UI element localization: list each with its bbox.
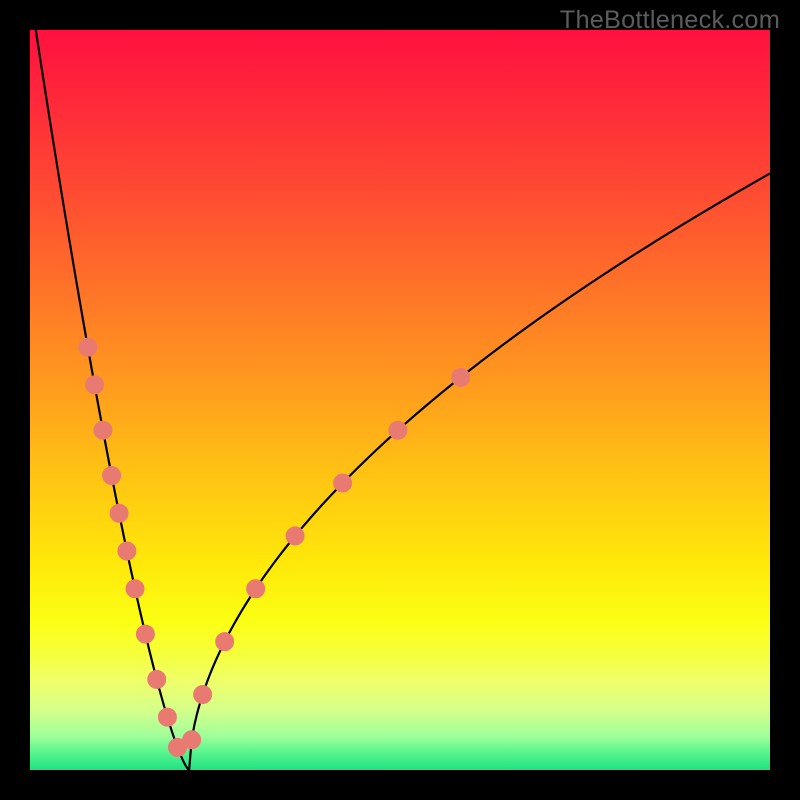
chart-frame: TheBottleneck.com bbox=[0, 0, 800, 800]
data-marker bbox=[389, 421, 407, 439]
data-marker bbox=[110, 504, 128, 522]
data-marker bbox=[194, 685, 212, 703]
data-marker bbox=[148, 670, 166, 688]
data-marker bbox=[286, 527, 304, 545]
data-marker bbox=[79, 338, 97, 356]
data-marker bbox=[334, 474, 352, 492]
data-marker bbox=[183, 731, 201, 749]
data-marker bbox=[136, 625, 154, 643]
data-marker bbox=[216, 633, 234, 651]
data-marker bbox=[94, 421, 112, 439]
data-marker bbox=[452, 368, 470, 386]
gradient-background bbox=[30, 30, 770, 770]
bottleneck-curve-chart bbox=[0, 0, 800, 800]
data-marker bbox=[118, 542, 136, 560]
data-marker bbox=[158, 708, 176, 726]
data-marker bbox=[86, 376, 104, 394]
data-marker bbox=[247, 580, 265, 598]
data-marker bbox=[103, 467, 121, 485]
data-marker bbox=[126, 580, 144, 598]
